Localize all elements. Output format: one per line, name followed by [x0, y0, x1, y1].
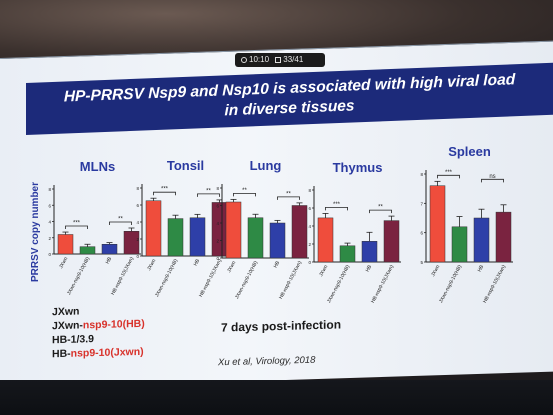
y-tick-label: 6 [48, 203, 51, 208]
bar [383, 220, 400, 263]
significance-label: ns [489, 174, 495, 180]
page-icon [275, 57, 282, 63]
significance-label: *** [333, 202, 341, 208]
category-label: HB-nsp9-10(JXwn) [110, 256, 135, 296]
category-label: HB-nsp9-10(JXwn) [198, 258, 223, 298]
significance-label: ** [286, 191, 291, 197]
category-label: HB-nsp9-10(JXwn) [482, 264, 507, 304]
y-tick-label: 8 [420, 172, 423, 177]
bar [317, 217, 334, 263]
clock-icon [241, 57, 247, 63]
panel-title: Lung [250, 158, 282, 173]
category-label: JXwn-nsp9-10(HB) [438, 264, 463, 304]
y-tick-label: 5 [420, 260, 423, 265]
y-tick-label: 4 [48, 220, 51, 225]
y-tick-label: 4 [308, 224, 311, 229]
legend-entry: HB-nsp9-10(Jxwn) [52, 345, 144, 361]
panel-title: MLNs [80, 159, 115, 174]
room-floor [0, 380, 553, 415]
panel-title: Spleen [448, 144, 491, 159]
y-tick-label: 0 [136, 254, 139, 259]
significance-label: *** [161, 187, 169, 193]
y-tick-label: 0 [216, 256, 219, 261]
significance-label: *** [73, 221, 81, 227]
bar [495, 211, 512, 263]
significance-bracket [65, 225, 88, 229]
category-label: HB-nsp9-10(JXwn) [370, 264, 395, 304]
bar [247, 217, 264, 259]
y-tick-label: 2 [48, 236, 51, 241]
y-tick-label: 6 [420, 231, 423, 236]
bar [339, 245, 356, 263]
category-label: HB [273, 260, 282, 270]
bar [211, 202, 228, 257]
category-label: JXwn-nsp9-10(HB) [234, 260, 259, 300]
category-label: JXwn-nsp9-10(HB) [326, 264, 351, 304]
category-label: HB [193, 258, 202, 268]
significance-label: ** [378, 205, 383, 211]
y-tick-label: 4 [216, 221, 219, 226]
y-tick-label: 6 [216, 204, 219, 209]
bar [225, 201, 242, 259]
significance-label: ** [206, 188, 211, 194]
category-label: HB-nsp9-10(JXwn) [278, 260, 303, 300]
category-label: HB [365, 264, 374, 274]
bar [79, 246, 96, 255]
y-tick-label: 2 [216, 239, 219, 244]
significance-label: ** [242, 188, 247, 194]
significance-bracket [109, 221, 132, 225]
category-label: JXwn-nsp9-10(HB) [66, 256, 91, 296]
significance-label: *** [445, 170, 453, 176]
y-tick-label: 4 [136, 220, 139, 225]
y-tick-label: 8 [48, 187, 51, 192]
category-label: JXwn [58, 256, 69, 270]
significance-bracket [481, 178, 504, 183]
significance-bracket [197, 193, 220, 197]
y-tick-label: 0 [308, 260, 311, 265]
bar [145, 200, 162, 257]
bar [123, 231, 140, 255]
bar [189, 217, 206, 257]
significance-bracket [369, 209, 392, 214]
y-tick-label: 2 [308, 242, 311, 247]
bar [57, 234, 74, 255]
category-label: JXwn-nsp9-10(HB) [154, 258, 179, 298]
significance-bracket [153, 191, 176, 196]
bar [269, 222, 286, 259]
significance-bracket [325, 207, 348, 211]
bar [473, 217, 490, 263]
bar [361, 241, 378, 263]
bar [429, 185, 446, 263]
category-label: JXwn [430, 264, 441, 278]
y-tick-label: 8 [308, 188, 311, 193]
legend: JXwn JXwn-nsp9-10(HB) HB-1/3.9 HB-nsp9-1… [52, 303, 145, 361]
bar [101, 244, 118, 255]
y-tick-label: 8 [216, 186, 219, 191]
significance-bracket [437, 174, 460, 179]
panel-title: Tonsil [167, 158, 204, 173]
status-time: 10:10 [249, 55, 270, 64]
category-label: JXwn [146, 258, 157, 272]
bar [167, 218, 184, 257]
category-label: JXwn [318, 264, 329, 278]
bar [451, 226, 468, 263]
bar [291, 205, 308, 259]
significance-bracket [233, 192, 256, 197]
y-tick-label: 8 [136, 186, 139, 191]
category-label: JXwn [226, 260, 237, 274]
status-page: 33/41 [283, 55, 304, 64]
category-label: HB [477, 264, 486, 274]
significance-label: ** [118, 217, 123, 223]
slide-status-bar: 10:10 33/41 [235, 53, 325, 67]
y-tick-label: 0 [48, 252, 51, 257]
y-tick-label: 6 [308, 206, 311, 211]
y-tick-label: 7 [420, 201, 423, 206]
panel-title: Thymus [333, 160, 383, 175]
y-tick-label: 2 [136, 237, 139, 242]
legend-entry: JXwn-nsp9-10(HB) [52, 317, 145, 333]
significance-bracket [277, 196, 300, 200]
category-label: HB [105, 256, 114, 266]
y-tick-label: 6 [136, 203, 139, 208]
